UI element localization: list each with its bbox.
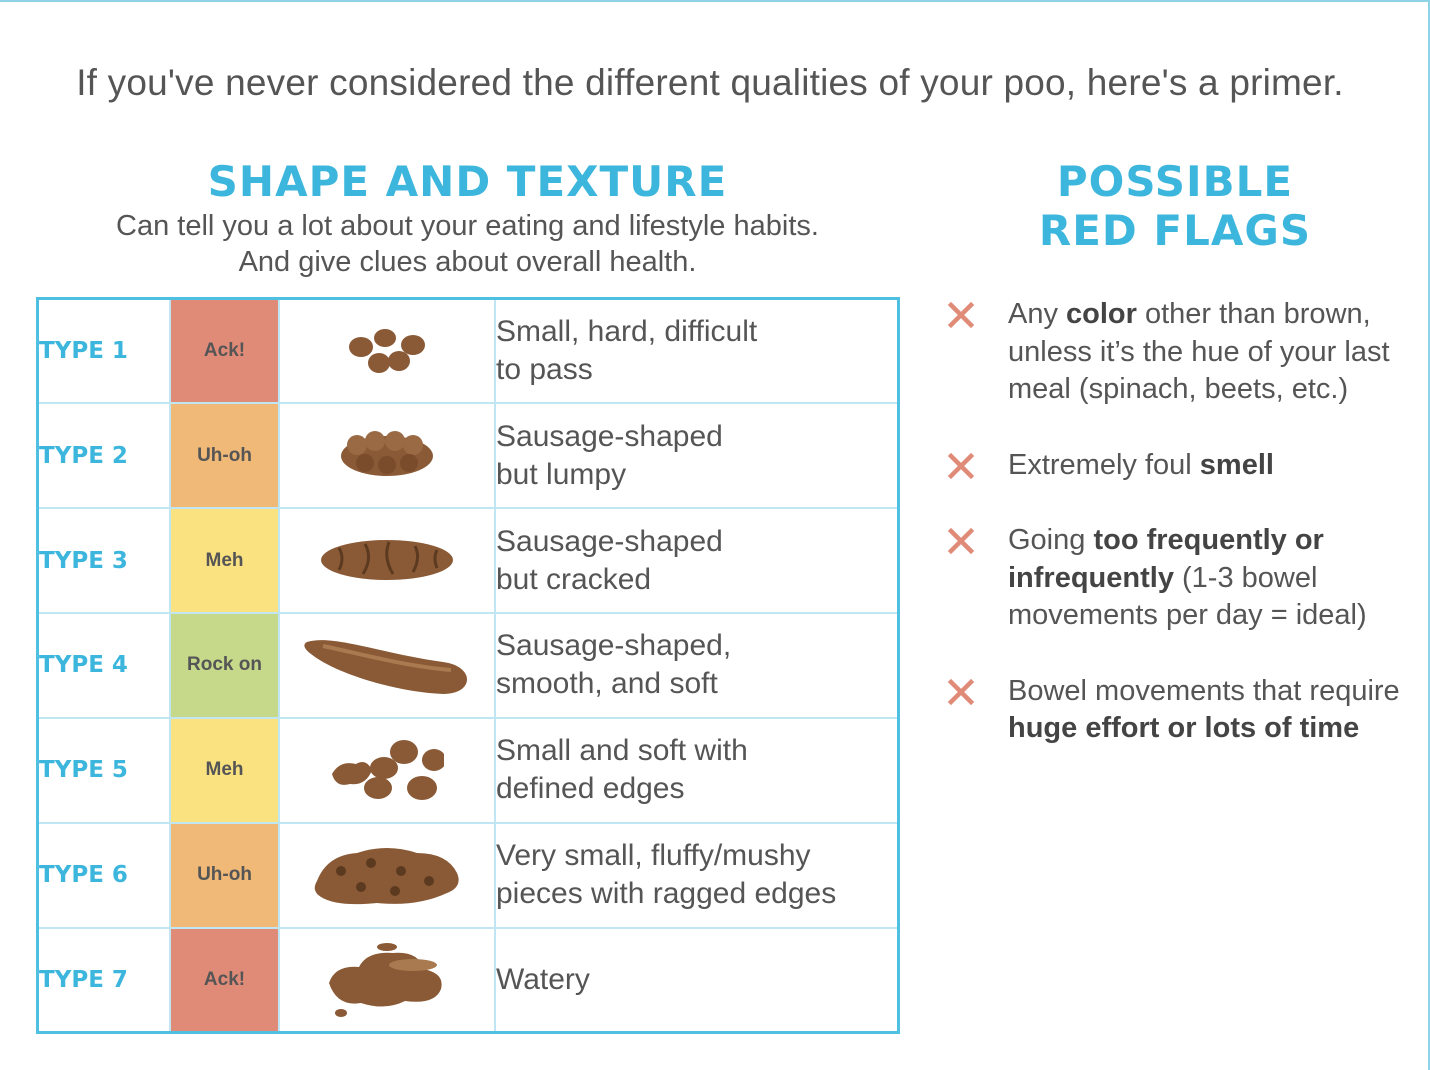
picture-cell: [278, 926, 496, 1034]
rating-cell: Uh-oh: [169, 402, 280, 510]
frame-border-right: [1428, 0, 1430, 1070]
type-label: TYPE 4: [36, 612, 171, 719]
description-cell: Watery: [494, 926, 900, 1034]
description-line-1: Sausage-shaped: [496, 419, 723, 453]
picture-cell: [278, 297, 496, 405]
type-label: TYPE 5: [36, 716, 171, 824]
rating-label: Rock on: [187, 654, 262, 676]
table-row: TYPE 5 Meh Small and soft with defined edge…: [36, 716, 900, 824]
description-line-1: Watery: [496, 962, 590, 996]
description-line-2: to pass: [496, 353, 593, 387]
red-flag-item: Any color other than brown, unless it’s …: [944, 296, 1404, 409]
red-flags-title-line-1: POSSIBLE: [1056, 157, 1294, 206]
type-label: TYPE 7: [36, 926, 171, 1034]
picture-cell: [278, 821, 496, 929]
rating-cell: Ack!: [169, 297, 280, 405]
rating-cell: Meh: [169, 507, 280, 615]
rating-label: Uh-oh: [197, 444, 252, 466]
description-line-1: Very small, fluffy/mushy: [496, 839, 811, 873]
description-line-2: pieces with ragged edges: [496, 877, 837, 911]
description-cell: Sausage-shaped but lumpy: [494, 402, 900, 510]
subtitle-line-1: Can tell you a lot about your eating and…: [116, 210, 819, 242]
x-mark-icon: [947, 678, 975, 705]
description-line-2: smooth, and soft: [496, 667, 718, 701]
red-flags-title: POSSIBLE RED FLAGS: [1010, 157, 1340, 255]
rating-label: Ack!: [203, 968, 246, 990]
table-row: TYPE 1 Ack! Small, hard, difficult to pass: [36, 297, 900, 405]
red-flag-item: Extremely foul smell: [944, 447, 1404, 485]
flag-text-bold: huge effort or lots of time: [1008, 712, 1360, 744]
table-row: TYPE 4 Rock on Sausage-shaped, smooth, and …: [36, 612, 900, 719]
flag-text-post: other than brown, unless it’s the hue of…: [1008, 298, 1390, 405]
rating-label: Uh-oh: [197, 864, 252, 886]
description-cell: Sausage-shaped, smooth, and soft: [494, 612, 900, 719]
red-flag-item: Going too frequently or infrequently (1-…: [944, 522, 1404, 635]
description-line-2: defined edges: [496, 772, 685, 806]
picture-cell: [278, 507, 496, 615]
type-label: TYPE 1: [36, 297, 171, 405]
rating-cell: Ack!: [169, 926, 280, 1034]
rating-cell: Rock on: [169, 612, 280, 719]
small-hard-lumps-icon: [349, 329, 425, 374]
picture-cell: [278, 402, 496, 510]
description-line-1: Small, hard, difficult: [496, 315, 758, 349]
flag-text-bold: color: [1066, 298, 1137, 330]
flag-text: Any color other than brown, unless it’s …: [1008, 298, 1390, 405]
table-row: TYPE 2 Uh-oh Sausage-shaped but lumpy: [36, 402, 900, 510]
type-label: TYPE 2: [36, 402, 171, 510]
rating-cell: Uh-oh: [169, 821, 280, 929]
description-line-2: but lumpy: [496, 457, 627, 491]
watery-puddle-icon: [329, 942, 442, 1017]
x-mark-icon: [947, 452, 975, 479]
flag-text: Going too frequently or infrequently (1-…: [1008, 524, 1367, 631]
red-flags-list: Any color other than brown, unless it’s …: [944, 296, 1404, 748]
flag-text-bold: smell: [1199, 448, 1274, 481]
x-mark-icon: [947, 301, 975, 329]
description-cell: Sausage-shaped but cracked: [494, 507, 900, 615]
flag-text-bold: too frequently or infrequently: [1008, 524, 1324, 594]
description-cell: Small and soft with defined edges: [494, 716, 900, 824]
description-line-1: Sausage-shaped: [496, 524, 723, 558]
red-flags-title-line-2: RED FLAGS: [1038, 206, 1312, 255]
subtitle-line-2: And give clues about overall health.: [238, 246, 697, 278]
stool-types-table: TYPE 1 Ack! Small, hard, difficult to pass T…: [36, 297, 900, 1034]
mushy-pieces-icon: [314, 848, 459, 905]
table-row: TYPE 7 Ack! Watery: [36, 926, 900, 1034]
rating-label: Meh: [205, 759, 244, 781]
rating-label: Meh: [205, 549, 244, 571]
flag-text-pre: Any: [1008, 298, 1067, 330]
description-line-1: Small and soft with: [496, 734, 748, 768]
frame-border-top: [0, 0, 1430, 2]
lumpy-sausage-icon: [341, 430, 433, 476]
smooth-sausage-icon: [304, 640, 467, 695]
table-row: TYPE 3 Meh Sausage-shaped but cracked: [36, 507, 900, 615]
cracked-sausage-icon: [321, 539, 453, 580]
soft-blobs-icon: [332, 740, 444, 801]
shape-texture-subtitle: Can tell you a lot about your eating and…: [100, 208, 835, 280]
flag-text-pre: Going: [1008, 524, 1094, 556]
shape-texture-title: SHAPE AND TEXTURE: [207, 157, 728, 206]
type-label: TYPE 3: [36, 507, 171, 615]
description-cell: Small, hard, difficult to pass: [494, 297, 900, 405]
description-cell: Very small, fluffy/mushy pieces with ragg…: [494, 821, 900, 929]
intro-text: If you've never considered the different…: [76, 62, 1344, 103]
flag-text-post: (1-3 bowel movements per day = ideal): [1008, 561, 1367, 632]
type-label: TYPE 6: [36, 821, 171, 929]
description-line-1: Sausage-shaped,: [496, 629, 732, 663]
red-flag-item: Bowel movements that require huge effort…: [944, 673, 1404, 748]
picture-cell: [278, 716, 496, 824]
x-mark-icon: [947, 527, 975, 555]
flag-text-pre: Bowel movements that require: [1008, 674, 1400, 707]
picture-cell: [278, 612, 496, 719]
flag-text-pre: Extremely foul: [1008, 448, 1200, 481]
rating-cell: Meh: [169, 716, 280, 824]
rating-label: Ack!: [203, 340, 246, 362]
table-row: TYPE 6 Uh-oh Very small, fluffy/mushy piece…: [36, 821, 900, 929]
flag-text: Extremely foul smell: [1008, 449, 1274, 481]
description-line-2: but cracked: [496, 562, 652, 596]
flag-text: Bowel movements that require huge effort…: [1008, 675, 1400, 745]
